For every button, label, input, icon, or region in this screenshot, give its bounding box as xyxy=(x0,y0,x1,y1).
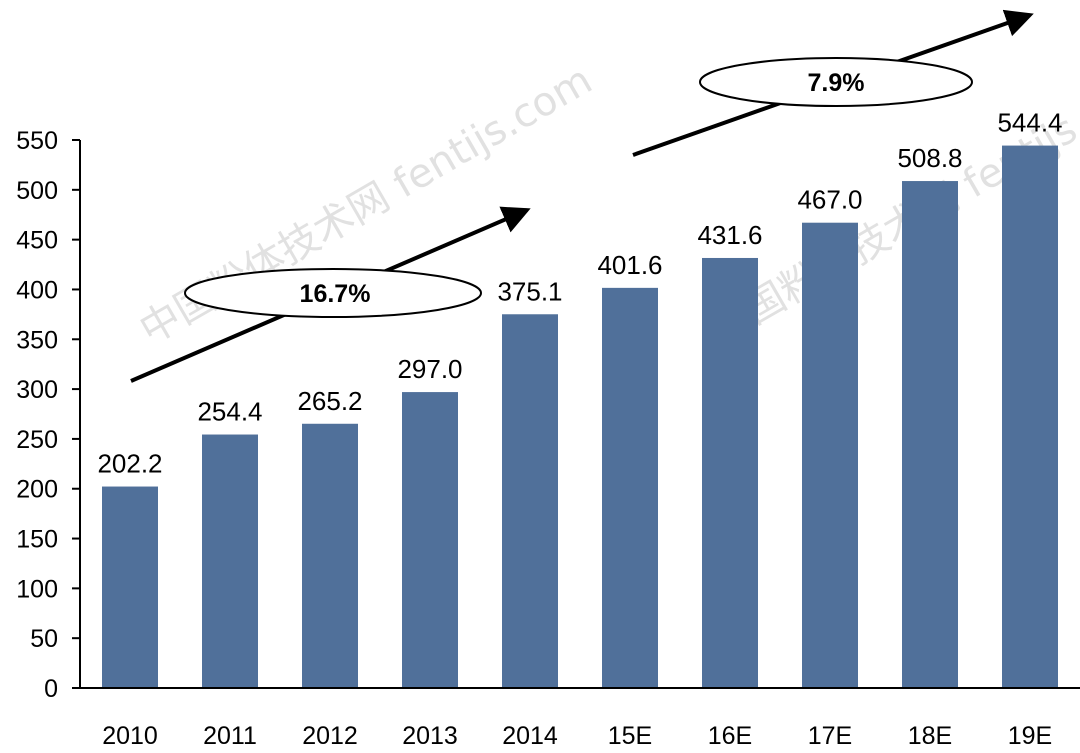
bar-2013 xyxy=(402,392,458,688)
x-tick-label-2012: 2012 xyxy=(302,722,358,750)
data-labels: 202.2 254.4 265.2 297.0 375.1 401.6 431.6 467.0… xyxy=(97,108,1062,479)
y-tick-label: 100 xyxy=(16,575,58,603)
x-axis: 2010 2011 2012 2013 2014 15E 16E 17E 18E 19E xyxy=(80,687,1080,750)
bar-2010 xyxy=(102,486,158,688)
y-tick-label: 500 xyxy=(16,177,58,205)
y-tick-label: 150 xyxy=(16,526,58,554)
data-label-18E: 508.8 xyxy=(897,143,962,173)
cagr-label-2: 7.9% xyxy=(808,69,865,97)
bar-18E xyxy=(902,181,958,689)
data-label-2010: 202.2 xyxy=(97,449,162,479)
y-tick-label: 350 xyxy=(16,326,58,354)
bar-19E xyxy=(1002,145,1058,688)
bar-17E xyxy=(802,222,858,688)
cagr-annotation-2: 7.9% xyxy=(632,9,1034,157)
y-tick-label: 400 xyxy=(16,276,58,304)
data-label-2011: 254.4 xyxy=(197,397,262,427)
bar-16E xyxy=(702,257,758,688)
cagr-ellipse-1 xyxy=(184,268,482,318)
cagr-ellipse-2 xyxy=(699,57,973,107)
y-tick-label: 50 xyxy=(30,625,58,653)
x-tick-label-17E: 17E xyxy=(808,722,852,750)
data-label-2014: 375.1 xyxy=(497,276,562,306)
y-tick-label: 200 xyxy=(16,476,58,504)
data-label-2012: 265.2 xyxy=(297,386,362,416)
bar-2012 xyxy=(302,423,358,688)
y-tick-label: 250 xyxy=(16,426,58,454)
cagr-annotation-1: 16.7% xyxy=(130,206,531,383)
x-tick-label-2013: 2013 xyxy=(402,722,458,750)
data-label-19E: 544.4 xyxy=(997,108,1062,138)
x-tick-label-2014: 2014 xyxy=(502,722,558,750)
x-tick-label-18E: 18E xyxy=(908,722,952,750)
y-tick-label: 450 xyxy=(16,227,58,255)
y-tick-label: 0 xyxy=(44,675,58,703)
data-label-2013: 297.0 xyxy=(397,354,462,384)
bars xyxy=(102,145,1058,689)
bar-15E xyxy=(602,287,658,688)
data-label-15E: 401.6 xyxy=(597,250,662,280)
y-axis: 0 50 100 150 200 250 300 350 400 450 500 550 xyxy=(16,127,81,703)
cagr-label-1: 16.7% xyxy=(300,280,371,308)
data-label-16E: 431.6 xyxy=(697,220,762,250)
y-tick-label: 550 xyxy=(16,127,58,155)
y-tick-label: 300 xyxy=(16,376,58,404)
data-label-17E: 467.0 xyxy=(797,185,862,215)
bar-2011 xyxy=(202,434,258,688)
x-tick-label-2010: 2010 xyxy=(102,722,158,750)
bar-2014 xyxy=(502,314,558,688)
x-tick-label-16E: 16E xyxy=(708,722,752,750)
x-tick-label-15E: 15E xyxy=(608,722,652,750)
x-tick-label-2011: 2011 xyxy=(203,722,257,750)
x-tick-label-19E: 19E xyxy=(1008,722,1052,750)
